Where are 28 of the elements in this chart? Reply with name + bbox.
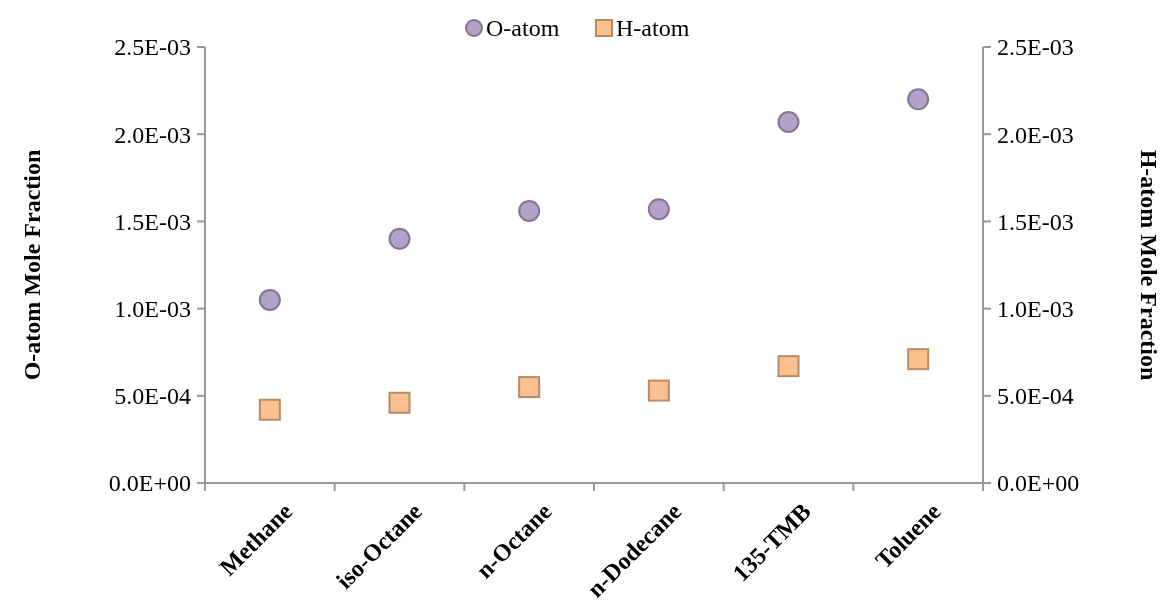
point (907, 348, 930, 371)
y-tick-label: 0.0E+00 (108, 470, 191, 497)
y-axis-title: O-atom Mole Fraction (19, 149, 46, 381)
y2-tick-label: 2.0E-03 (997, 121, 1074, 148)
y-tick-label: 5.0E-04 (114, 383, 191, 410)
y-tick-label: 2.5E-03 (114, 34, 191, 61)
y2-tick-label: 1.5E-03 (997, 208, 1074, 235)
point (388, 391, 411, 414)
legend-label: H-atom (616, 15, 690, 42)
y2-tick-label: 2.5E-03 (997, 34, 1074, 61)
point (647, 379, 670, 402)
y2-tick-label: 1.0E-03 (997, 296, 1074, 322)
y-tick-label: 1.0E-03 (114, 296, 191, 322)
y2-tick-label: 0.0E+00 (997, 470, 1080, 497)
y2-axis-title: H-atom Mole Fraction (1135, 149, 1162, 381)
point (388, 227, 411, 250)
point (907, 88, 930, 111)
point (647, 198, 670, 221)
point (777, 110, 800, 133)
point (518, 199, 541, 222)
point (258, 288, 281, 311)
point (518, 376, 541, 399)
point (777, 355, 800, 378)
y-tick-label: 2.0E-03 (114, 121, 191, 148)
y2-tick-label: 5.0E-04 (997, 383, 1074, 410)
point (258, 398, 281, 421)
legend-label: O-atom (486, 15, 560, 42)
y-tick-label: 1.5E-03 (114, 208, 191, 235)
